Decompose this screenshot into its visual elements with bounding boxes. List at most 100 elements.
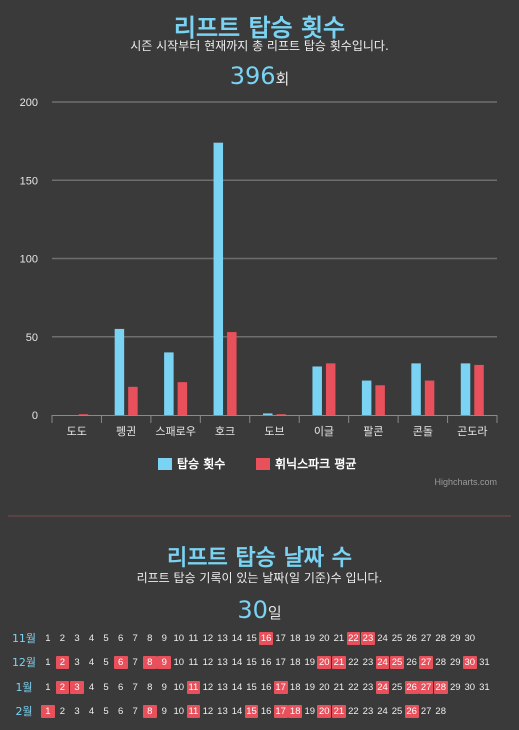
calendar-day: 29: [449, 682, 461, 693]
days-subtitle: 리프트 탑승 기록이 있는 날짜(일 기준)수 입니다.: [136, 571, 383, 585]
calendar-day-active: 8: [142, 656, 157, 669]
bar-rides: [263, 413, 273, 415]
calendar-row: 1월 1 2 3 4 5 6 7 8 9 10 11 12 13 14 15 16 17 18 19 20 21 22 23 2…: [0, 681, 519, 695]
calendar-day: 1: [45, 682, 51, 693]
calendar-day-active: 8: [142, 705, 157, 718]
legend-label: 탑승 횟수: [177, 456, 225, 471]
calendar-day-active: 27: [419, 681, 434, 694]
calendar-day: 22: [348, 682, 359, 693]
x-category-label: 스패로우: [155, 425, 195, 438]
calendar-day: 24: [377, 633, 388, 644]
legend-swatch: [256, 458, 270, 470]
calendar-day: 18: [289, 633, 301, 644]
calendar-day: 12: [202, 706, 214, 717]
calendar-day: 6: [117, 706, 124, 717]
calendar-day-active: 15: [244, 705, 259, 718]
calendar-day: 3: [74, 706, 80, 717]
calendar-row: 2월 1 2 3 4 5 6 7 8 9 10 11 12 13 14 15 16 17 18 19 20 21 22 23 2…: [0, 705, 519, 719]
calendar-day: 5: [103, 633, 109, 644]
section-divider: [8, 515, 511, 517]
calendar-day: 11: [188, 633, 199, 644]
calendar-day: 14: [231, 706, 243, 717]
calendar-day: 9: [161, 706, 167, 717]
y-tick-label: 100: [20, 254, 38, 266]
calendar-day-active: 22: [346, 632, 361, 645]
calendar-day: 15: [246, 633, 257, 644]
total-rides-value: 396: [229, 62, 276, 90]
calendar-day: 13: [217, 706, 228, 717]
calendar-day-active: 30: [462, 656, 477, 669]
bar-average: [424, 380, 435, 415]
calendar-day-active: 16: [259, 632, 273, 645]
bar-average: [474, 364, 484, 415]
calendar-day: 8: [147, 682, 153, 693]
calendar-day: 23: [362, 657, 374, 668]
calendar-day: 12: [202, 633, 214, 644]
y-tick-label: 200: [20, 97, 38, 109]
calendar-day: 2: [59, 706, 66, 717]
calendar-day: 28: [435, 706, 446, 717]
calendar-day: 26: [406, 657, 417, 668]
calendar-day: 22: [348, 706, 359, 717]
calendar-day-active: 21: [332, 705, 346, 718]
calendar-day: 9: [161, 682, 167, 693]
calendar-day: 5: [103, 682, 109, 693]
total-days-value: 30: [237, 596, 268, 624]
calendar-day: 7: [132, 657, 138, 668]
calendar-day-active: 11: [186, 705, 201, 718]
bar-rides: [114, 328, 125, 415]
legend-label: 휘닉스파크 평균: [275, 456, 356, 471]
calendar-day: 19: [304, 633, 316, 644]
total-rides: 396회: [0, 62, 519, 90]
calendar-day-active: 26: [404, 681, 419, 694]
x-category-label: 호크: [215, 425, 235, 438]
bar-rides: [411, 363, 421, 415]
calendar-day: 31: [479, 657, 490, 668]
calendar-day: 27: [420, 633, 432, 644]
calendar-day-active: 28: [433, 681, 448, 694]
calendar-day: 28: [435, 657, 446, 668]
calendar-day: 24: [377, 706, 388, 717]
legend-swatch: [158, 458, 172, 470]
total-days-unit: 일: [267, 604, 282, 622]
calendar-day: 18: [289, 682, 301, 693]
bar-rides: [361, 380, 372, 415]
calendar-day: 16: [260, 706, 272, 717]
calendar-day: 1: [45, 633, 51, 644]
y-tick-label: 0: [32, 410, 38, 422]
x-category-label: 도도: [67, 425, 87, 438]
bar-average: [177, 382, 188, 415]
y-tick-label: 50: [26, 332, 38, 344]
calendar-day: 14: [231, 633, 243, 644]
calendar-day: 4: [88, 706, 95, 717]
calendar-day: 16: [260, 657, 272, 668]
calendar-day: 19: [304, 706, 316, 717]
calendar-row: 11월 1 2 3 4 5 6 7 8 9 10 11 12 13 14 15 16 17 18 19 20 21 22 23…: [0, 632, 519, 646]
highcharts-credit[interactable]: Highcharts.com: [434, 477, 497, 487]
calendar-day: 4: [88, 657, 95, 668]
calendar-day-active: 27: [419, 656, 434, 669]
calendar-day: 4: [88, 682, 95, 693]
calendar-month-label: 1월: [15, 681, 33, 694]
calendar-month-label: 11월: [11, 632, 37, 645]
calendar-day-active: 17: [273, 681, 288, 694]
calendar-day: 10: [173, 706, 185, 717]
total-days: 30일: [0, 596, 519, 624]
bar-average: [325, 363, 336, 415]
calendar-row: 12월 1 2 3 4 5 6 7 8 9 10 11 12 13 14 15 16 17 18 19 20 21 22 23…: [0, 656, 519, 670]
calendar-day: 5: [103, 706, 109, 717]
calendar-day: 31: [479, 682, 490, 693]
calendar-day: 17: [275, 633, 286, 644]
page-subtitle: 시즌 시작부터 현재까지 총 리프트 탑승 횟수입니다.: [130, 39, 389, 53]
calendar-day: 10: [173, 633, 185, 644]
calendar-day: 15: [246, 657, 257, 668]
x-category-label: 이글: [314, 425, 334, 438]
calendar-day: 21: [333, 682, 345, 693]
calendar-day-active: 25: [390, 656, 404, 669]
calendar-day: 25: [391, 633, 403, 644]
bar-average: [227, 332, 237, 415]
days-title: 리프트 탑승 날짜 수: [167, 546, 352, 571]
calendar-day: 19: [304, 682, 316, 693]
calendar-day: 12: [202, 657, 214, 668]
